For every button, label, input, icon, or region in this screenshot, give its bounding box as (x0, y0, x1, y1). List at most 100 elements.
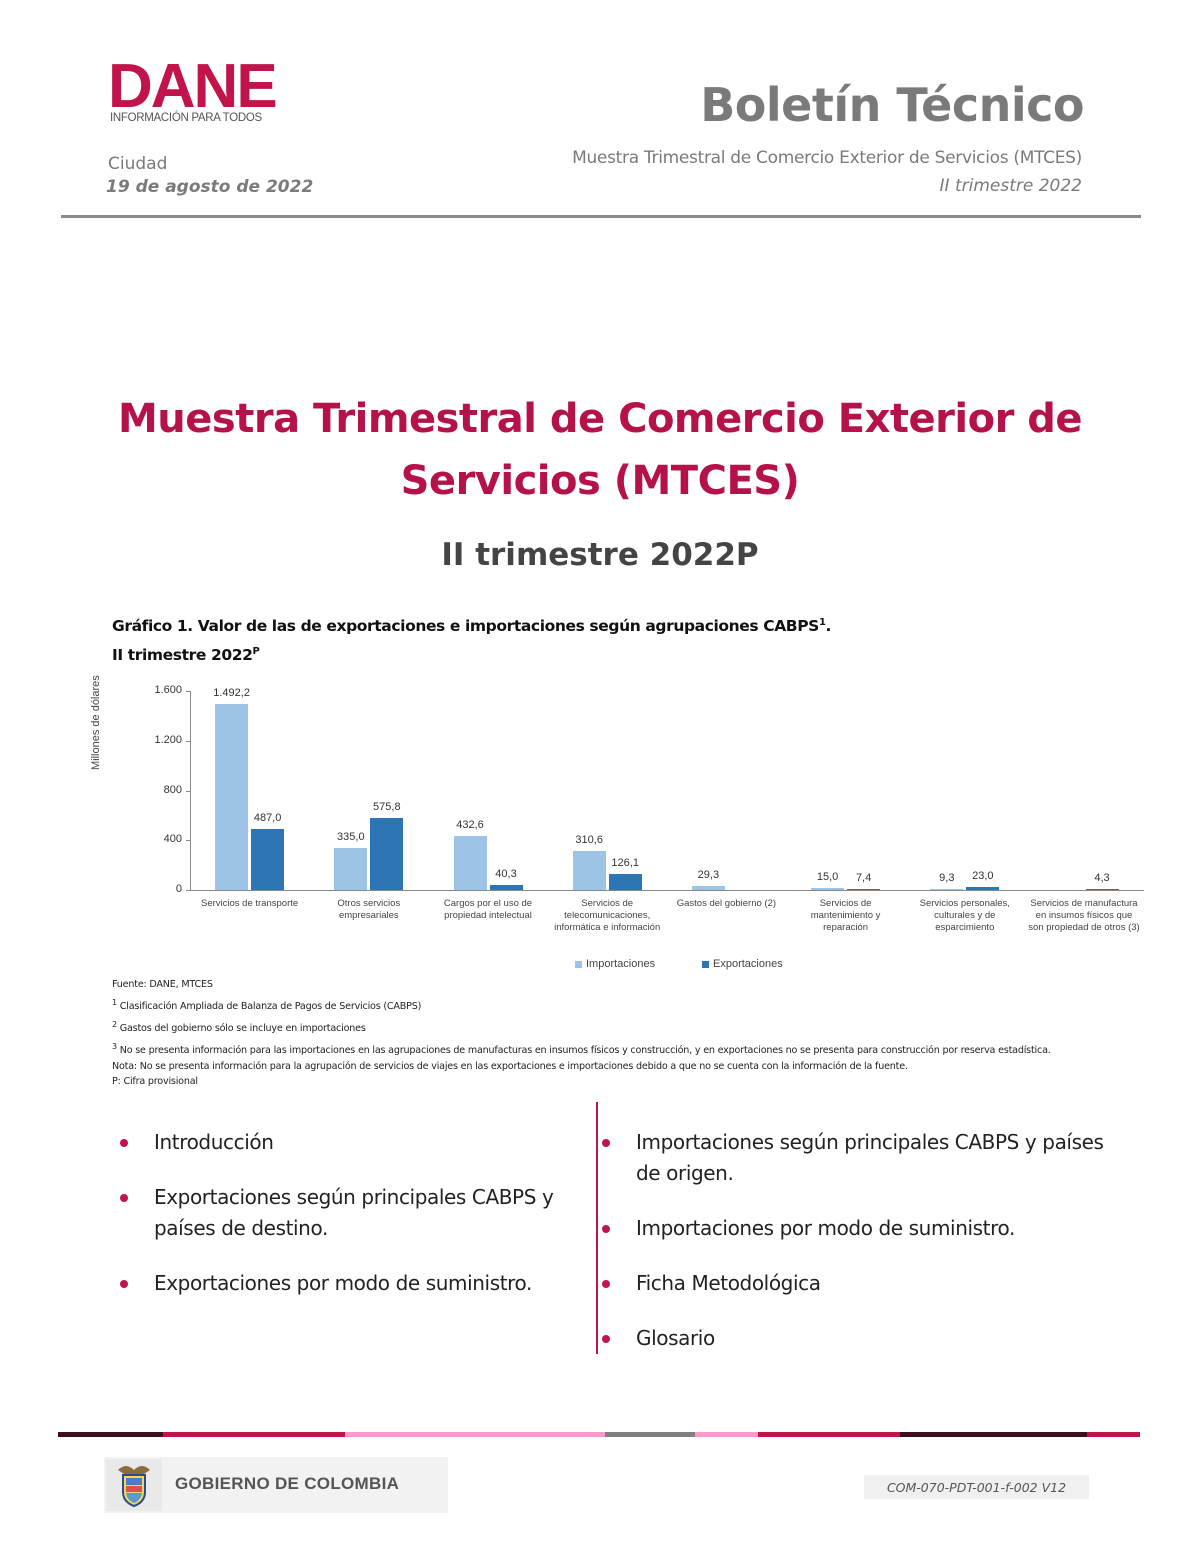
bar-importaciones (930, 888, 964, 890)
data-label: 432,6 (456, 819, 484, 832)
bar-exportaciones (847, 888, 881, 890)
data-label: 9,3 (939, 871, 955, 884)
bullet-icon (602, 1225, 610, 1233)
note-provisional: P: Cifra provisional (112, 1075, 198, 1087)
y-tick (186, 790, 191, 792)
note-nota: Nota: No se presenta información para la… (112, 1060, 908, 1072)
chart-notes: Fuente: DANE, MTCES 1 Clasificación Ampl… (112, 978, 1072, 1093)
city-label: Ciudad (108, 154, 168, 174)
bulletin-period: II trimestre 2022 (939, 176, 1082, 196)
legend-item-importaciones: Importaciones (575, 958, 655, 970)
bar-exportaciones (370, 818, 404, 890)
bar-exportaciones (489, 884, 523, 890)
document-code: COM-070-PDT-001-f-002 V12 (864, 1475, 1089, 1499)
y-tick-label: 1.600 (154, 684, 182, 696)
legend-item-exportaciones: Exportaciones (702, 958, 783, 970)
dane-logo: DANE (108, 52, 278, 121)
note-2: 2 Gastos del gobierno sólo se incluye en… (112, 1020, 366, 1035)
chart-caption-sup-2: P (252, 646, 260, 658)
bar-importaciones (453, 836, 487, 890)
y-tick (186, 890, 191, 891)
stripe-segment (695, 1432, 758, 1437)
x-category-label: Servicios personales, culturales y de espa… (919, 898, 1010, 933)
legend-swatch-importaciones (575, 960, 582, 968)
stripe-segment (605, 1432, 695, 1437)
x-category-label: Servicios de transporte (201, 898, 299, 909)
contents-item[interactable]: Glosario (594, 1323, 1114, 1354)
note-source: Fuente: DANE, MTCES (112, 979, 213, 990)
bullet-icon (602, 1280, 610, 1288)
government-label: GOBIERNO DE COLOMBIA (175, 1474, 400, 1493)
contents-item[interactable]: Importaciones según principales CABPS y … (594, 1127, 1114, 1189)
bullet-icon (602, 1335, 610, 1343)
chart-caption: Gráfico 1. Valor de las de exportaciones… (112, 610, 831, 668)
bar-importaciones (215, 704, 249, 890)
data-label: 29,3 (697, 869, 720, 882)
y-tick-label: 400 (163, 833, 182, 846)
data-label: 1.492,2 (213, 687, 250, 700)
contents-left-column: Introducción Exportaciones según princip… (112, 1127, 582, 1323)
chart-caption-period: . (825, 617, 832, 636)
bulletin-title: Boletín Técnico (700, 78, 1084, 132)
publication-date: 19 de agosto de 2022 (106, 177, 314, 197)
contents-right-column: Importaciones según principales CABPS y … (594, 1127, 1114, 1378)
contents-item[interactable]: Exportaciones según principales CABPS y … (112, 1182, 582, 1244)
contents-item[interactable]: Importaciones por modo de suministro. (594, 1213, 1114, 1244)
contents-divider (596, 1102, 598, 1354)
contents-item[interactable]: Introducción (112, 1127, 582, 1158)
legend-label-importaciones: Importaciones (586, 958, 656, 970)
dane-logo-tagline: INFORMACIÓN PARA TODOS (110, 112, 262, 124)
bar-importaciones (572, 851, 606, 890)
x-category-label: Cargos por el uso de propiedad intelectua… (443, 898, 533, 921)
data-label: 23,0 (972, 870, 994, 883)
data-label: 575,8 (373, 801, 401, 814)
chart-x-axis (190, 890, 1144, 891)
colombia-coat-of-arms-icon (106, 1459, 162, 1511)
page-title-line-1: Muestra Trimestral de Comercio Exterior … (118, 396, 1083, 442)
data-label: 126,1 (611, 857, 639, 870)
chart-caption-line-1: Gráfico 1. Valor de las de exportaciones… (112, 617, 819, 636)
x-category-label: Gastos del gobierno (2) (676, 898, 777, 909)
x-category-label: Servicios de telecomunicaciones, informáti… (554, 898, 661, 933)
data-label: 7,4 (855, 872, 872, 885)
y-tick-label: 0 (175, 883, 182, 895)
data-label: 40,3 (495, 867, 517, 880)
data-label: 487,0 (253, 812, 282, 825)
stripe-segment (1087, 1432, 1140, 1437)
y-tick (186, 840, 191, 842)
stripe-segment (345, 1432, 605, 1437)
bar-importaciones (691, 886, 725, 890)
bar-exportaciones (1085, 888, 1119, 890)
x-category-label: Servicios de manufactura en insumos físic… (1028, 898, 1140, 933)
stripe-segment (163, 1432, 345, 1437)
page-title-line-2: Servicios (MTCES) (400, 458, 800, 504)
bar-importaciones (334, 848, 368, 890)
y-tick-label: 800 (163, 783, 182, 796)
data-label: 4,3 (1094, 872, 1110, 885)
note-1: 1 Clasificación Ampliada de Balanza de P… (112, 998, 422, 1013)
bar-importaciones (811, 888, 845, 890)
header-divider (61, 215, 1141, 218)
x-category-label: Servicios de mantenimiento y reparación (810, 898, 881, 933)
contents-item[interactable]: Ficha Metodológica (594, 1268, 1114, 1299)
chart-caption-line-2: II trimestre 2022 (112, 646, 253, 665)
bar-exportaciones (966, 887, 1000, 890)
bullet-icon (120, 1194, 128, 1202)
note-3: 3 No se presenta información para las im… (112, 1042, 1051, 1057)
legend-swatch-exportaciones (702, 960, 709, 968)
y-tick-label: 1.200 (154, 733, 182, 746)
bar-exportaciones (608, 874, 642, 890)
stripe-segment (758, 1432, 900, 1437)
x-category-label: Otros servicios empresariales (337, 898, 401, 921)
data-label: 310,6 (575, 834, 603, 847)
legend-label-exportaciones: Exportaciones (713, 958, 783, 970)
y-tick (186, 691, 191, 692)
chart-y-axis-label: Millones de dólares (90, 675, 102, 770)
stripe-segment (58, 1432, 163, 1437)
stripe-segment (900, 1432, 1087, 1437)
page-period: II trimestre 2022P (441, 537, 759, 573)
bulletin-subtitle: Muestra Trimestral de Comercio Exterior … (572, 148, 1082, 168)
page-title: Muestra Trimestral de Comercio Exterior … (60, 388, 1140, 512)
bullet-icon (120, 1139, 128, 1147)
contents-item[interactable]: Exportaciones por modo de suministro. (112, 1268, 582, 1299)
